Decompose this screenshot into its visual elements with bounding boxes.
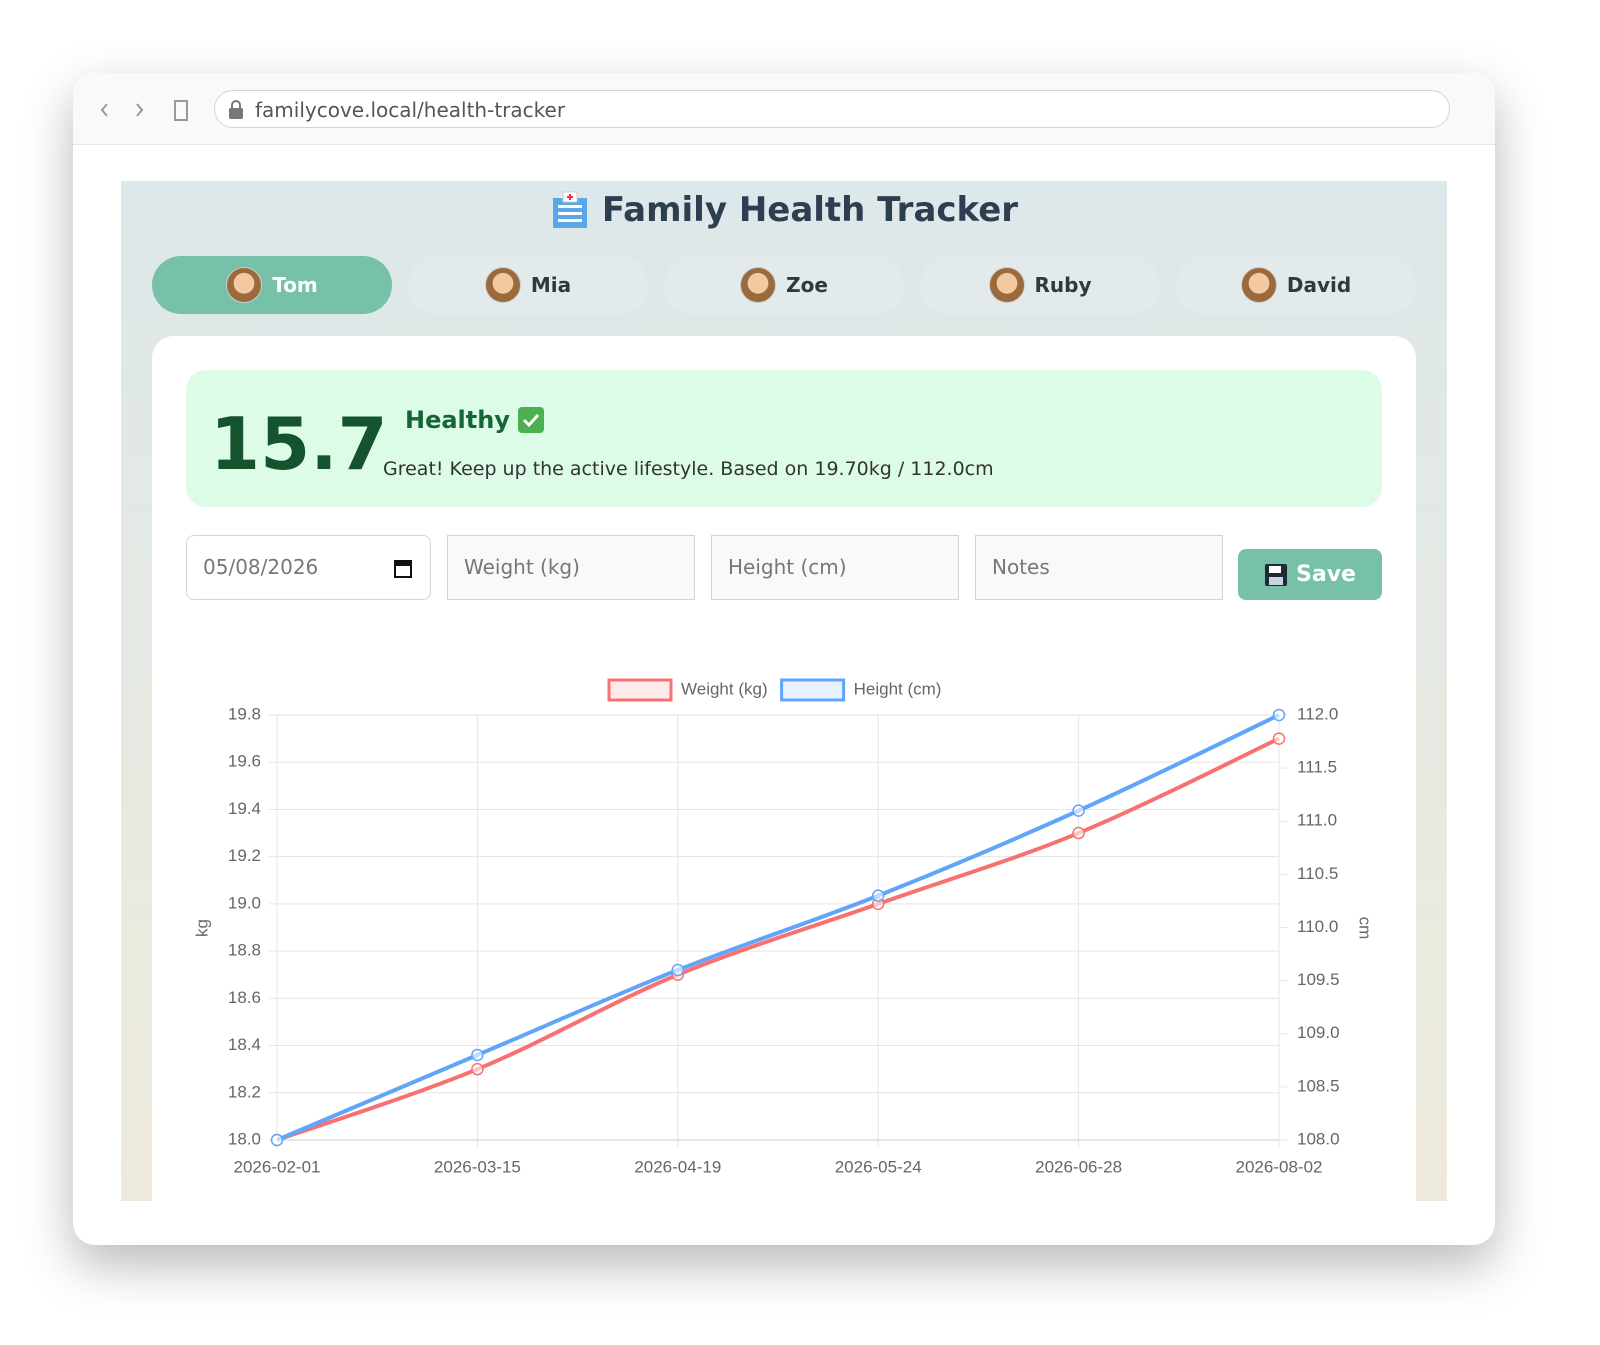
avatar	[988, 267, 1025, 303]
calendar-icon	[394, 560, 412, 578]
url-text: familycove.local/health-tracker	[255, 98, 566, 122]
header: Family Health Tracker	[121, 185, 1447, 235]
height-input[interactable]: Height (cm)	[711, 535, 959, 600]
bmi-status: Healthy	[405, 406, 544, 434]
member-tab[interactable]: Ruby	[920, 256, 1160, 314]
member-tab[interactable]: David	[1176, 256, 1416, 314]
panel: 15.7 Healthy Great! Keep up the active l…	[152, 336, 1416, 1201]
notes-input[interactable]: Notes	[975, 535, 1223, 600]
address-bar[interactable]: familycove.local/health-tracker	[214, 90, 1450, 128]
bmi-value: 15.7	[210, 402, 388, 486]
nav-buttons[interactable]	[93, 95, 193, 125]
check-icon	[518, 407, 544, 433]
tab-label: Zoe	[786, 273, 828, 297]
date-input[interactable]: 05/08/2026	[186, 535, 431, 600]
save-label: Save	[1296, 562, 1356, 587]
lock-icon	[229, 100, 243, 119]
member-tab[interactable]: Mia	[408, 256, 648, 314]
avatar	[226, 267, 263, 303]
browser-toolbar: familycove.local/health-tracker	[73, 73, 1495, 145]
date-value: 05/08/2026	[203, 555, 319, 579]
bmi-message: Great! Keep up the active lifestyle. Bas…	[383, 458, 994, 480]
avatar	[740, 267, 777, 303]
app: Family Health Tracker 15.7 Healthy Great…	[121, 181, 1447, 1201]
hospital-icon	[552, 191, 587, 228]
member-tab[interactable]: Tom	[152, 256, 392, 314]
status-text: Healthy	[405, 406, 510, 434]
browser-window: familycove.local/health-tracker Family H…	[73, 73, 1495, 1245]
tab-label: David	[1286, 273, 1352, 297]
tab-label: Mia	[530, 273, 572, 297]
avatar	[1240, 267, 1277, 303]
save-button[interactable]: Save	[1238, 549, 1382, 600]
member-tab[interactable]: Zoe	[664, 256, 904, 314]
tab-label: Ruby	[1034, 273, 1092, 297]
floppy-icon	[1265, 563, 1288, 586]
tab-label: Tom	[272, 273, 318, 297]
app-title: Family Health Tracker	[601, 190, 1019, 230]
weight-input[interactable]: Weight (kg)	[447, 535, 695, 600]
avatar	[484, 267, 521, 303]
bmi-card: 15.7 Healthy Great! Keep up the active l…	[186, 370, 1382, 507]
